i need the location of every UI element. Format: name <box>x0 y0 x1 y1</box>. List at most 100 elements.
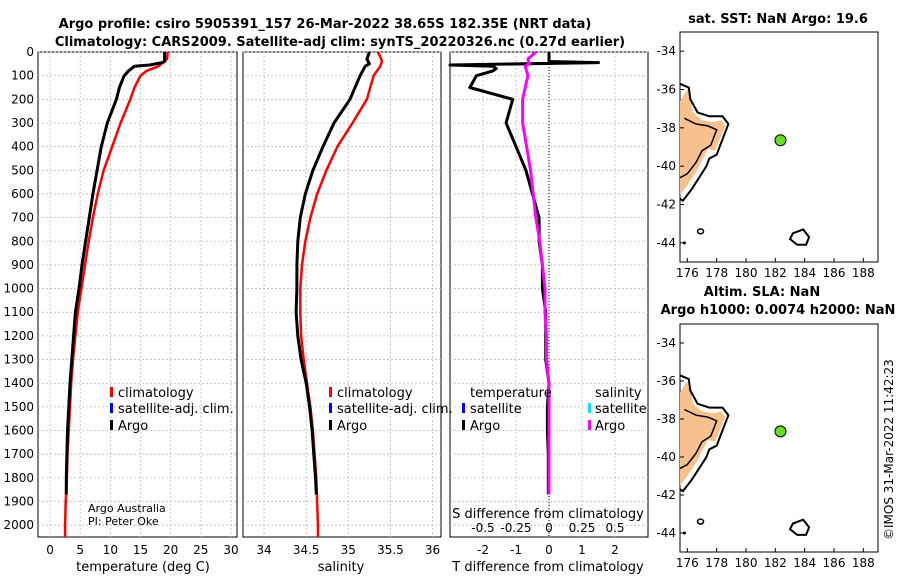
y-tick-label: 1300 <box>3 353 34 367</box>
temperature-panel: 0 5 10 15 20 25 300100200300400500600700800900… <box>3 45 238 557</box>
x-tick-label: 178 <box>705 556 728 570</box>
y-tick-label: 600 <box>11 187 34 201</box>
y-tick-label: -40 <box>656 450 676 464</box>
series-s-argo <box>521 50 551 495</box>
sla-map-contour <box>679 374 730 493</box>
legend-t-satellite-swatch <box>462 403 465 413</box>
y-tick-label: 1900 <box>3 495 34 509</box>
salinity-panel-frame <box>242 51 442 538</box>
x-tick-label-s: -0.5 <box>471 521 494 535</box>
salinity-panel: 34 34.5 35 35.5 36 <box>242 51 442 557</box>
legend-satellite-swatch <box>110 403 113 413</box>
x-tick-label: 176 <box>676 266 699 280</box>
y-tick-label: -38 <box>656 412 676 426</box>
y-tick-label: 700 <box>11 211 34 225</box>
y-tick-label: -42 <box>656 198 676 212</box>
legend-climatology-swatch <box>110 387 113 397</box>
x-tick-label: 188 <box>852 266 875 280</box>
y-tick-label: 1400 <box>3 376 34 390</box>
legend-temperature-header: temperature <box>470 386 552 401</box>
legend-s-satellite: satellite <box>595 402 647 417</box>
y-tick-label: 100 <box>11 69 34 83</box>
series-argo <box>294 51 371 495</box>
x-tick-label: 30 <box>223 543 238 557</box>
difference-legend: temperature salinity satellite Argo sate… <box>462 386 647 434</box>
x-tick-label: 178 <box>705 266 728 280</box>
legend-argo: Argo <box>337 419 367 434</box>
sst-map-station-marker <box>774 134 787 147</box>
legend-climatology: climatology <box>337 386 413 401</box>
title-line2: Climatology: CARS2009. Satellite-adj cli… <box>55 35 625 50</box>
x-tick-label-s: 0.5 <box>605 521 624 535</box>
x-tick-label: 10 <box>103 543 118 557</box>
sla-map-islet <box>696 518 705 525</box>
salinity-legend: climatology satellite-adj. clim. Argo <box>329 386 453 434</box>
y-tick-label: 1600 <box>3 424 34 438</box>
series-argo <box>64 52 167 495</box>
sla-map-station-marker <box>774 425 787 438</box>
x-tick-label: 5 <box>76 543 84 557</box>
sst-map-title: sat. SST: NaN Argo: 19.6 <box>688 12 868 27</box>
x-tick-label: 176 <box>676 556 699 570</box>
y-tick-label: 800 <box>11 234 34 248</box>
x-tick-label-s: 0 <box>545 521 553 535</box>
x-tick-label-s: 0.25 <box>569 521 596 535</box>
x-tick-label: 35.5 <box>377 543 404 557</box>
y-tick-label: 1800 <box>3 471 34 485</box>
sla-map-island <box>788 518 811 536</box>
sst-map-islet <box>696 228 705 235</box>
sst-map-island <box>788 228 811 246</box>
imos-stamp: ©IMOS 31-Mar-2022 11:42:23 <box>882 359 896 540</box>
legend-climatology: climatology <box>118 386 194 401</box>
y-tick-label: 300 <box>11 116 34 130</box>
x-tick-label: 188 <box>852 556 875 570</box>
legend-t-argo-swatch <box>462 420 465 430</box>
x-tick-label: 15 <box>133 543 148 557</box>
y-tick-label: 900 <box>11 258 34 272</box>
y-tick-label: -42 <box>656 488 676 502</box>
y-tick-label: -34 <box>656 44 676 58</box>
legend-s-satellite-swatch <box>588 403 591 413</box>
sst-map-panel: 176 178 180 182 184 186 188 -34 -36 -38 -40 -42 -44 <box>656 31 879 280</box>
x-tick-label-t: 0 <box>545 543 553 557</box>
temperature-xlabel: temperature (deg C) <box>76 560 210 575</box>
sla-map-title1: Altim. SLA: NaN <box>704 285 820 300</box>
x-tick-label: 34 <box>256 543 271 557</box>
legend-satellite-swatch <box>329 403 332 413</box>
x-tick-label: 186 <box>823 266 846 280</box>
x-tick-label: 0 <box>46 543 54 557</box>
legend-argo-swatch <box>110 420 113 430</box>
sla-map-panel: 176 178 180 182 184 186 188 -34 -36 -38 -40 -42 -44 <box>656 323 879 570</box>
y-tick-label: 1200 <box>3 329 34 343</box>
y-tick-label: 1500 <box>3 400 34 414</box>
y-tick-label: 400 <box>11 140 34 154</box>
y-tick-label: 500 <box>11 163 34 177</box>
y-tick-label: -44 <box>656 236 676 250</box>
sla-map-dot <box>682 531 686 535</box>
legend-s-argo: Argo <box>595 419 625 434</box>
x-tick-label: 182 <box>764 266 787 280</box>
credit-line2: PI: Peter Oke <box>88 515 159 528</box>
sst-map-dot <box>682 241 686 245</box>
x-tick-label: 180 <box>735 266 758 280</box>
legend-salinity-header: salinity <box>595 386 642 401</box>
x-tick-label: 180 <box>735 556 758 570</box>
legend-argo: Argo <box>118 419 148 434</box>
x-tick-label-t: 2 <box>611 543 619 557</box>
legend-satellite: satellite-adj. clim. <box>337 402 453 417</box>
salinity-xlabel: salinity <box>318 560 365 575</box>
x-tick-label: 25 <box>193 543 208 557</box>
sst-map-contour-inner <box>679 117 718 179</box>
x-tick-label: 184 <box>793 556 816 570</box>
x-tick-label-t: -2 <box>477 543 489 557</box>
y-tick-label: 1100 <box>3 305 34 319</box>
y-tick-label: -34 <box>656 336 676 350</box>
legend-s-argo-swatch <box>588 420 591 430</box>
credit-line1: Argo Australia <box>88 502 166 515</box>
x-tick-label: 20 <box>163 543 178 557</box>
x-tick-label: 184 <box>793 266 816 280</box>
sdiff-xlabel: S difference from climatology <box>452 507 644 522</box>
x-tick-label-t: -1 <box>510 543 522 557</box>
y-tick-label: 200 <box>11 92 34 106</box>
